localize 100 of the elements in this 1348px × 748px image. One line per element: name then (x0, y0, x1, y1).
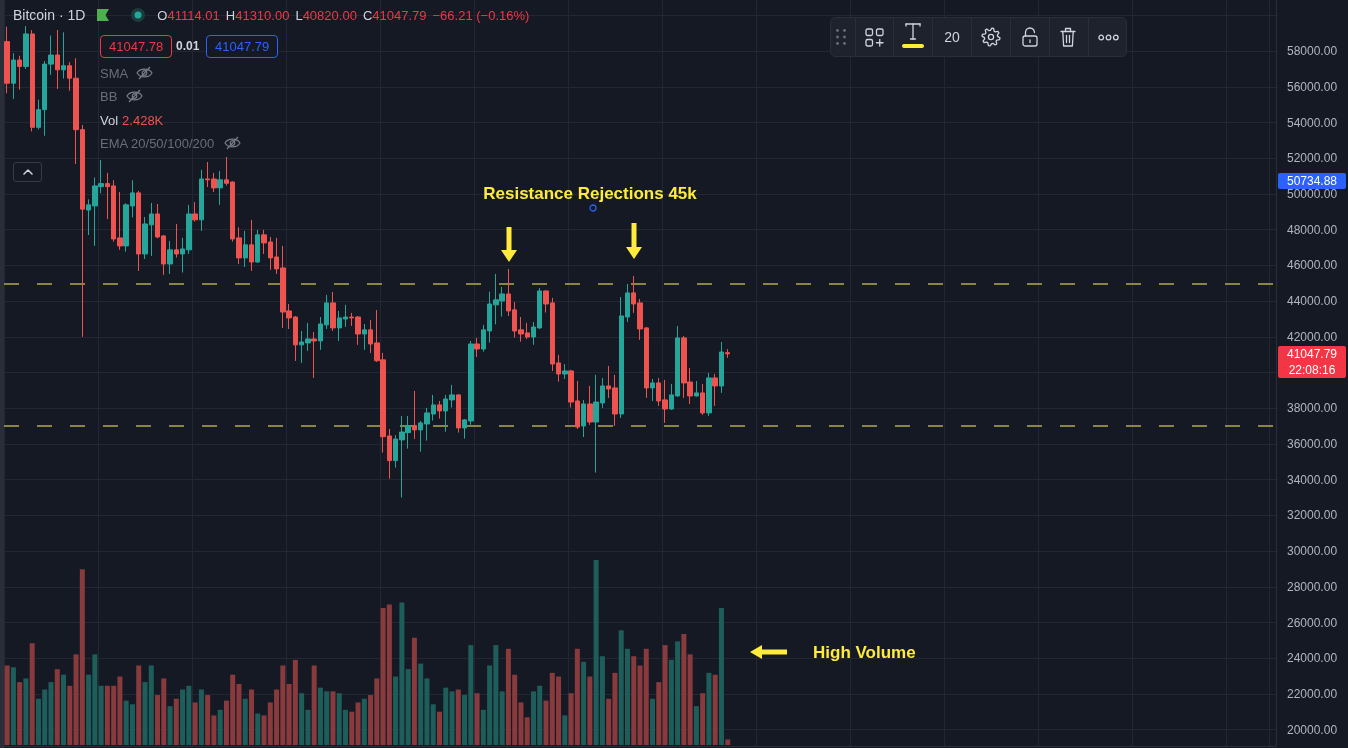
bar (693, 706, 699, 745)
y-tick-label: 30000.00 (1287, 544, 1338, 559)
y-tick-label: 28000.00 (1287, 579, 1338, 594)
candlestick (362, 323, 367, 351)
bar (524, 717, 530, 745)
bar (142, 682, 148, 745)
candlestick (136, 190, 141, 272)
candlestick (23, 25, 29, 70)
price-box: 41047.78 (100, 35, 173, 58)
annotation: 41047.79 (372, 7, 427, 23)
candlestick (719, 341, 724, 394)
bar (4, 665, 10, 745)
annotation: High Volume (813, 642, 916, 664)
bar (706, 672, 712, 745)
candlestick (706, 372, 712, 417)
candlestick (174, 223, 179, 259)
candlestick (694, 380, 699, 398)
candlestick (587, 385, 593, 426)
bar (67, 685, 73, 745)
y-tick-label: 26000.00 (1287, 615, 1338, 630)
annotation: 41310.00 (235, 7, 290, 23)
bar (712, 674, 718, 745)
annotation: L (295, 7, 303, 23)
y-tick-label: 50000.00 (1287, 186, 1338, 201)
annotation: 40820.00 (302, 7, 357, 23)
annotation: Resistance Rejections 45k (483, 183, 697, 205)
chart-title: Vol (100, 112, 119, 128)
candlestick (562, 363, 568, 380)
bar (581, 661, 587, 745)
bar (349, 711, 355, 745)
bar (411, 637, 417, 745)
candlestick (255, 229, 260, 264)
bar (405, 669, 411, 745)
bar (449, 691, 455, 745)
bar (443, 687, 449, 745)
candlestick (725, 348, 730, 359)
candlestick (712, 373, 718, 407)
bar (700, 693, 706, 745)
y-tick-label: 54000.00 (1287, 115, 1338, 130)
candlestick (700, 383, 705, 416)
bar (198, 689, 204, 745)
y-tick-label: 22000.00 (1287, 687, 1338, 702)
bar (173, 698, 179, 745)
price-tag: 50734.88 (1278, 173, 1346, 189)
y-tick-label: 48000.00 (1287, 222, 1338, 237)
annotation: EMA 20/50/100/200 (100, 135, 215, 151)
y-tick-label: 34000.00 (1287, 472, 1338, 487)
annotation: 20 (944, 28, 960, 46)
bar (455, 689, 461, 745)
annotation: BB (100, 88, 118, 104)
y-tick-label: 42000.00 (1287, 329, 1338, 344)
bar (167, 706, 173, 745)
candlestick (55, 29, 60, 90)
candlestick (650, 378, 655, 402)
y-tick-label: 24000.00 (1287, 651, 1338, 666)
annotation: O (157, 7, 168, 23)
bar (217, 709, 223, 745)
y-tick-label: 46000.00 (1287, 258, 1338, 273)
annotation: −66.21 (−0.16%) (432, 7, 530, 23)
bar (17, 682, 23, 745)
bar (650, 698, 656, 745)
bar (718, 608, 724, 745)
candlestick (4, 26, 10, 94)
bar (29, 643, 35, 745)
bar (136, 665, 142, 745)
bar (562, 715, 568, 745)
annotation: SMA (100, 65, 129, 81)
candlestick (17, 55, 22, 91)
y-tick-label: 20000.00 (1287, 722, 1338, 737)
annotation: 2.428K (122, 112, 164, 128)
annotation: C (362, 7, 373, 23)
bar (311, 665, 317, 745)
bar (687, 654, 693, 745)
text: Bitcoin · 1D (13, 7, 86, 23)
y-tick-label: 36000.00 (1287, 436, 1338, 451)
candlestick (412, 390, 417, 440)
candlestick (249, 219, 254, 272)
y-tick-label: 56000.00 (1287, 79, 1338, 94)
candlestick (456, 393, 461, 434)
bar (98, 685, 104, 745)
bar (662, 645, 668, 745)
bar (587, 676, 593, 745)
bar (23, 678, 29, 745)
candlestick (311, 331, 317, 379)
candlestick (474, 337, 480, 358)
bar (474, 693, 480, 745)
candlestick (199, 169, 204, 232)
bar (430, 704, 436, 745)
y-tick-label: 58000.00 (1287, 44, 1338, 59)
y-tick-label: 32000.00 (1287, 508, 1338, 523)
candlestick (192, 201, 198, 223)
price-tag: 41047.79 22:08:16 (1278, 346, 1346, 378)
candlestick (437, 400, 442, 420)
bar (148, 665, 154, 745)
bar (242, 698, 248, 745)
bar (330, 691, 336, 745)
annotation: 0.01 (176, 38, 200, 54)
bar (61, 674, 67, 745)
bar (361, 698, 367, 745)
bar (436, 711, 442, 745)
